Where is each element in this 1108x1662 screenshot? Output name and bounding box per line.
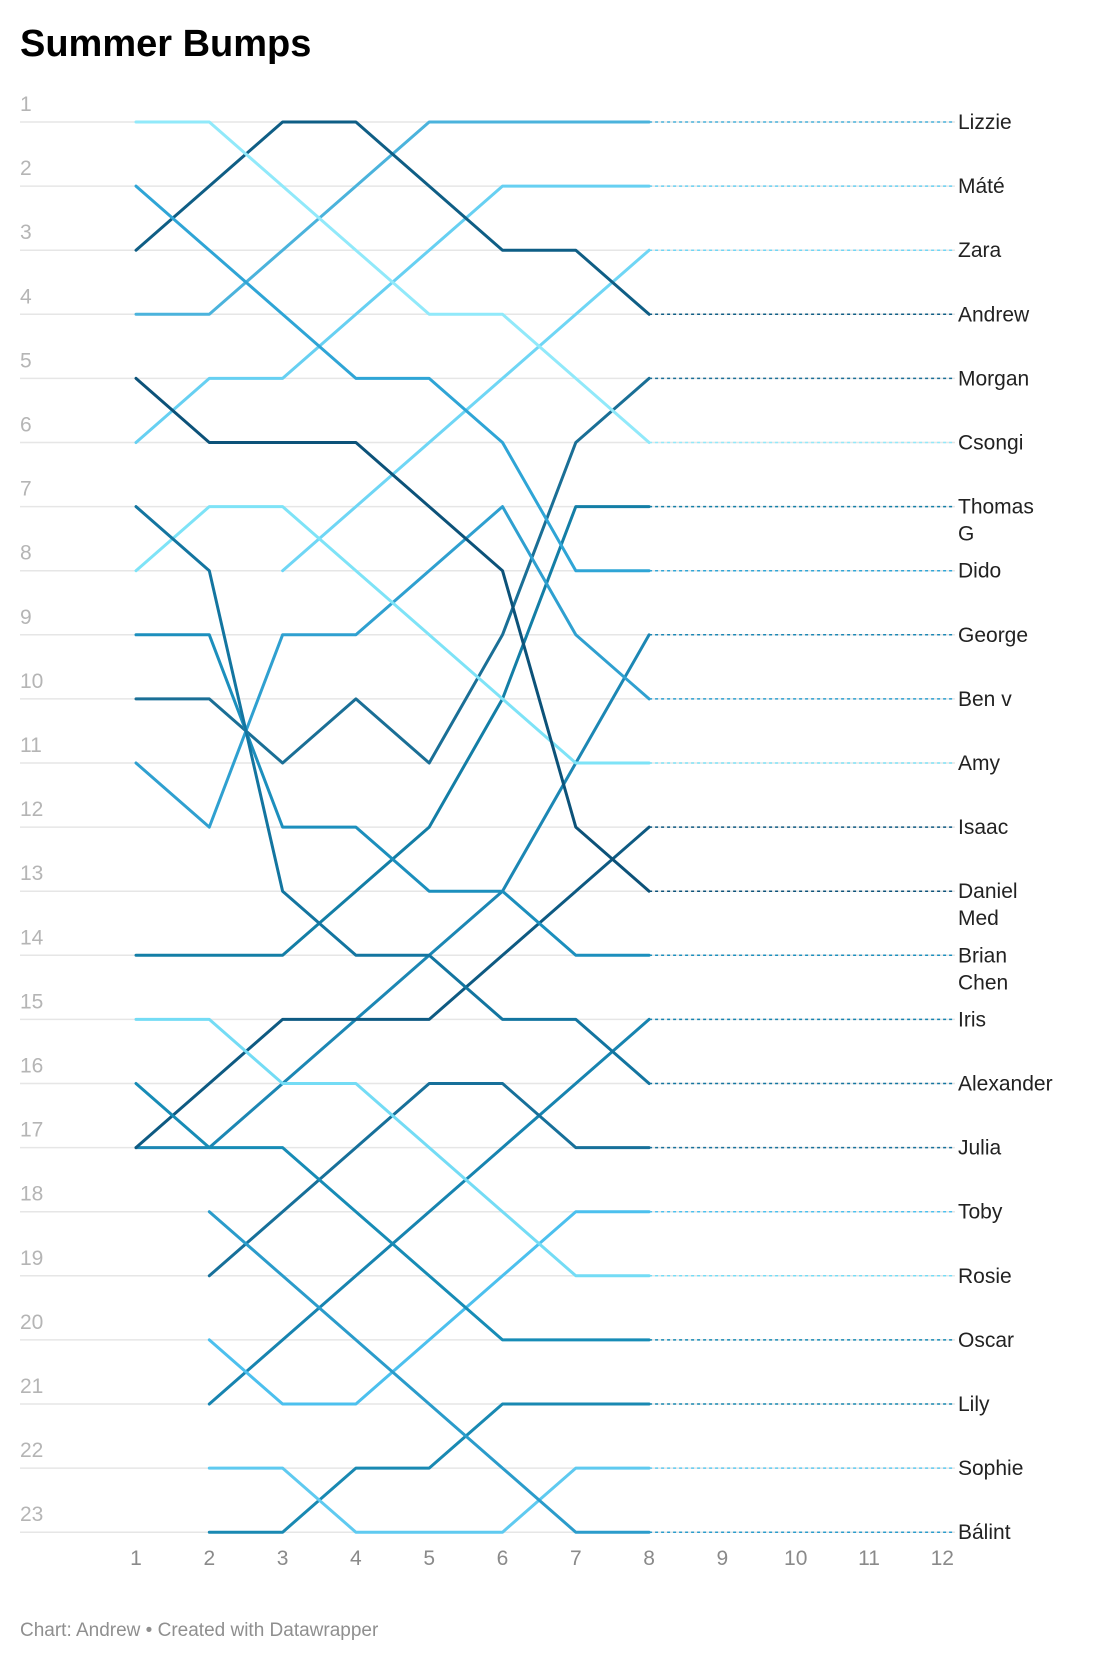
series-line [134, 376, 651, 893]
y-tick-label: 5 [20, 349, 32, 372]
series-label: Chen [958, 971, 1008, 994]
series-labels: LizzieMátéZaraAndrewMorganCsongiThomasGD… [958, 111, 1053, 1544]
y-tick-label: 12 [20, 798, 43, 821]
series-label: Julia [958, 1137, 1002, 1160]
series-label: Zara [958, 239, 1002, 262]
y-tick-label: 3 [20, 221, 32, 244]
y-tick-label: 20 [20, 1311, 43, 1334]
series-line [134, 120, 651, 316]
x-tick-label: 2 [203, 1547, 215, 1570]
series-label: Med [958, 907, 999, 930]
series-line [207, 1402, 651, 1534]
series-label: George [958, 624, 1028, 647]
y-tick-label: 13 [20, 862, 43, 885]
x-tick-label: 7 [570, 1547, 582, 1570]
label-connectors [649, 121, 954, 1533]
y-tick-label: 23 [20, 1503, 43, 1526]
series-line [134, 1082, 651, 1342]
series-line [134, 505, 651, 829]
series-label: Brian [958, 944, 1007, 967]
y-tick-label: 7 [20, 478, 32, 501]
chart-title: Summer Bumps [20, 23, 311, 65]
series-label: Dido [958, 560, 1001, 583]
series-line [207, 1210, 651, 1406]
series-label: Lily [958, 1393, 990, 1416]
series-line [134, 1017, 651, 1278]
series-line [134, 505, 651, 765]
y-tick-label: 14 [20, 926, 44, 949]
y-tick-label: 19 [20, 1247, 43, 1270]
series-label: Thomas [958, 496, 1034, 519]
x-tick-label: 10 [784, 1547, 807, 1570]
series-label: Sophie [958, 1457, 1023, 1480]
y-tick-label: 4 [20, 285, 32, 308]
series-label: Andrew [958, 303, 1030, 326]
series-label: Morgan [958, 367, 1029, 390]
series-line [134, 184, 651, 573]
series-label: Iris [958, 1008, 986, 1031]
y-tick-label: 8 [20, 542, 32, 565]
y-tick-label: 15 [20, 990, 43, 1013]
series-line [134, 825, 651, 1150]
series-line [134, 633, 651, 957]
y-tick-label: 17 [20, 1119, 43, 1142]
x-tick-label: 1 [130, 1547, 142, 1570]
series-label: Isaac [958, 816, 1008, 839]
y-tick-label: 18 [20, 1183, 43, 1206]
series-label: Amy [958, 752, 1001, 775]
series-line [207, 1082, 651, 1278]
y-tick-label: 1 [20, 93, 32, 116]
series-label: Csongi [958, 432, 1023, 455]
x-tick-label: 3 [277, 1547, 289, 1570]
y-tick-label: 16 [20, 1055, 43, 1078]
y-tick-label: 2 [20, 157, 32, 180]
series-label: Oscar [958, 1329, 1014, 1352]
x-tick-label: 6 [497, 1547, 509, 1570]
series-lines [134, 120, 651, 1534]
series-line [207, 1466, 651, 1534]
series-line [134, 505, 651, 1085]
x-tick-label: 4 [350, 1547, 362, 1570]
x-tick-label: 11 [858, 1547, 880, 1570]
series-label: Rosie [958, 1265, 1012, 1288]
series-line [134, 120, 651, 316]
x-tick-label: 12 [931, 1547, 954, 1570]
series-line [134, 376, 651, 765]
y-tick-label: 6 [20, 414, 32, 437]
y-tick-label: 11 [20, 734, 42, 757]
x-axis-ticks: 1 2 3 4 5 6 7 8 9 10 11 12 [130, 1547, 954, 1570]
series-label: Ben v [958, 688, 1012, 711]
x-tick-label: 9 [717, 1547, 729, 1570]
series-label: Alexander [958, 1073, 1053, 1096]
series-label: Bálint [958, 1521, 1011, 1544]
y-tick-label: 10 [20, 670, 43, 693]
x-tick-label: 5 [423, 1547, 435, 1570]
series-line [134, 120, 651, 444]
series-label: Daniel [958, 880, 1018, 903]
series-line [207, 1210, 651, 1534]
y-tick-label: 21 [20, 1375, 43, 1398]
y-tick-label: 9 [20, 606, 32, 629]
series-label: G [958, 523, 974, 546]
grid-lines [20, 121, 955, 1533]
series-label: Toby [958, 1201, 1003, 1224]
series-label: Lizzie [958, 111, 1012, 134]
series-line [207, 1017, 651, 1406]
y-tick-label: 22 [20, 1439, 43, 1462]
chart-footer: Chart: Andrew • Created with Datawrapper [20, 1620, 379, 1641]
series-label: Máté [958, 175, 1005, 198]
x-tick-label: 8 [643, 1547, 655, 1570]
